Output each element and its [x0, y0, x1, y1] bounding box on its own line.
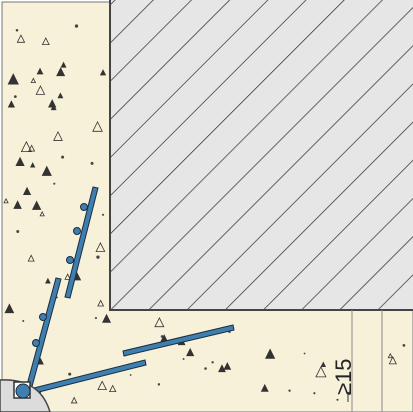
aggregate-dot — [15, 28, 19, 32]
aggregate-dot — [204, 367, 207, 370]
aggregate-triangle — [50, 104, 57, 111]
aggregate-triangle — [28, 144, 36, 152]
tie-points — [32, 203, 88, 347]
aggregate-triangle — [16, 34, 26, 43]
aggregate-triangle — [41, 37, 50, 46]
aggregate-triangle — [70, 396, 78, 404]
aggregate-dot — [96, 255, 100, 259]
aggregate-dot — [402, 343, 406, 347]
hatched-column — [109, 0, 413, 311]
aggregate-dot — [336, 398, 339, 401]
aggregate-triangle — [39, 210, 45, 217]
aggregate-dot — [347, 391, 351, 395]
aggregate-dot — [288, 389, 291, 392]
aggregate-dot — [53, 182, 56, 185]
aggregate-triangle — [4, 303, 15, 314]
aggregate-triangle — [95, 242, 106, 252]
aggregate-triangle — [186, 347, 195, 357]
aggregate-dot — [211, 361, 214, 364]
aggregate-dot — [303, 352, 306, 355]
aggregate-dot — [129, 374, 132, 376]
aggregate-triangle — [154, 317, 165, 328]
rebar-bar-middle — [122, 324, 235, 357]
aggregate-triangle — [15, 156, 25, 166]
aggregate-triangle — [30, 162, 36, 168]
aggregate-triangle — [3, 197, 9, 204]
aggregate-triangle — [97, 299, 105, 307]
aggregate-triangle — [31, 200, 42, 210]
aggregate-triangle — [264, 348, 276, 359]
aggregate-triangle — [99, 69, 107, 76]
aggregate-triangle — [7, 73, 19, 85]
joint-lines — [351, 310, 383, 412]
aggregate-triangle — [20, 140, 32, 153]
aggregate-dot — [160, 335, 164, 338]
aggregate-dot — [90, 161, 94, 165]
dimension-label: ≥15 — [331, 358, 356, 395]
aggregate-triangle — [260, 383, 269, 392]
aggregate-triangle — [13, 200, 22, 209]
aggregate-triangle — [22, 186, 32, 195]
aggregate-triangle — [97, 380, 108, 391]
aggregate-triangle — [223, 361, 232, 370]
aggregate-dot — [16, 230, 20, 233]
aggregate-dot — [74, 24, 79, 28]
aggregate-triangle — [35, 85, 46, 95]
aggregate-triangle — [60, 61, 67, 68]
aggregate-triangle — [64, 273, 71, 280]
aggregate-dot — [157, 383, 161, 386]
aggregate-dot — [102, 213, 105, 216]
aggregate-triangle — [108, 384, 117, 393]
aggregate-triangle — [218, 364, 226, 373]
aggregate-triangle — [53, 130, 63, 141]
aggregate-triangle — [27, 254, 35, 262]
aggregate-dot — [22, 319, 25, 322]
aggregate-triangle — [36, 67, 44, 75]
dimension-marker: ≥15 — [331, 358, 356, 402]
aggregate-triangle — [92, 120, 103, 132]
aggregate-dot — [68, 372, 72, 376]
aggregate-triangle — [102, 313, 112, 323]
aggregate-triangle — [320, 361, 327, 367]
aggregate-triangle — [41, 165, 52, 176]
aggregate-dot — [182, 358, 185, 360]
rebar-bars — [24, 186, 235, 396]
aggregate-dot — [13, 95, 17, 99]
aggregate-dot — [94, 316, 98, 320]
aggregate-triangle — [388, 355, 397, 365]
aggregate-dot — [61, 155, 65, 159]
aggregate-triangle — [45, 277, 51, 284]
aggregate-triangle — [7, 100, 16, 108]
aggregate-triangle — [57, 92, 64, 99]
aggregate-triangle — [315, 366, 327, 378]
aggregate-triangle — [30, 77, 37, 84]
aggregate-triangle — [387, 352, 393, 359]
rebar-bar-upper — [64, 186, 99, 299]
aggregate-triangle — [56, 67, 66, 77]
aggregate-dot — [313, 392, 316, 395]
